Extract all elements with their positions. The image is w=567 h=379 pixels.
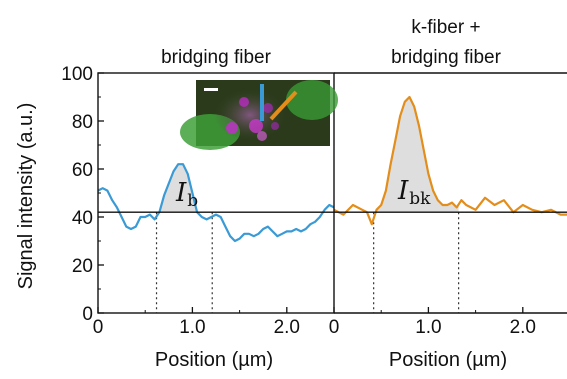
x-tick-label-right-2: 2.0 [510,317,536,338]
y-tick-label-5: 100 [61,64,93,85]
inset-image [180,80,338,150]
y-tick-label-3: 60 [72,160,93,181]
x-axis-label-left: Position (µm) [155,349,273,371]
series-line-left [98,164,334,241]
x-tick-label-right-1: 1.0 [415,317,441,338]
chart-title-right-line2: bridging fiber [391,47,502,68]
y-tick-label-2: 40 [72,208,93,229]
scale-bar [204,88,218,91]
x-axis-label-right: Position (µm) [389,349,507,371]
y-tick-label-1: 20 [72,256,93,277]
x-tick-label-left-0: 0 [93,317,104,338]
annotation-Ibk-symbol: I [397,176,409,206]
annotation-Ib-symbol: I [175,178,187,208]
y-tick-label-4: 80 [72,112,93,133]
y-axis-label: Signal intensity (a.u.) [15,103,37,290]
chart-title-left: bridging fiber [161,47,272,68]
x-tick-label-left-2: 2.0 [274,317,300,338]
x-tick-label-left-1: 1.0 [179,317,205,338]
y-tick-label-0: 0 [82,304,93,325]
annotation-Ibk-subscript: bk [409,189,431,209]
chart-title-right-line1: k-fiber + [411,17,480,38]
x-tick-label-right-0: 0 [329,317,340,338]
annotation-Ib-subscript: b [187,191,198,211]
